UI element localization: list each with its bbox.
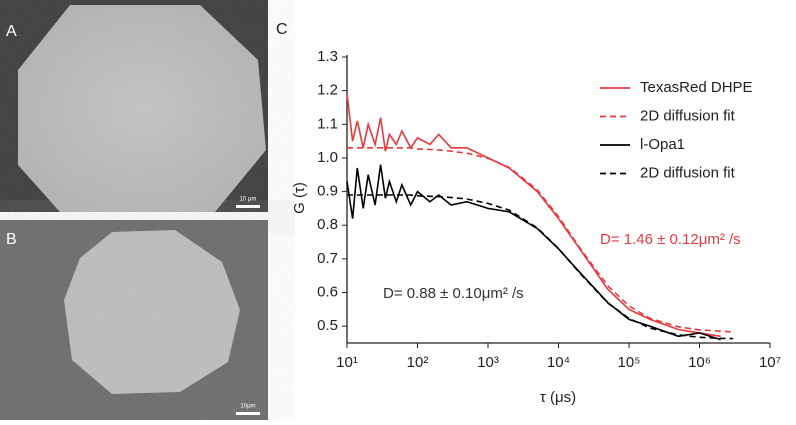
x-axis-label: τ (μs) — [540, 389, 576, 406]
y-axis-label: G (τ) — [291, 182, 308, 214]
data-line — [346, 164, 721, 341]
annotation: D= 1.46 ± 0.12μm² /s — [600, 231, 741, 248]
y-tick-label: 1.0 — [317, 149, 338, 166]
image-noise — [0, 220, 268, 420]
y-tick-label: 0.8 — [317, 216, 338, 233]
x-tick-label: 10² — [407, 354, 429, 371]
panel-a: A 10 μm — [0, 0, 268, 212]
image-noise — [0, 0, 268, 212]
data-line — [346, 93, 721, 338]
legend-label: 2D diffusion fit — [640, 164, 736, 181]
y-tick-label: 1.2 — [317, 82, 338, 99]
data-line — [347, 194, 734, 340]
data-line — [347, 147, 734, 333]
x-tick-label: 10⁴ — [547, 354, 570, 371]
panel-label: B — [6, 231, 17, 248]
y-tick-label: 0.9 — [317, 183, 338, 200]
y-tick-label: 0.7 — [317, 250, 338, 267]
scale-bar-label: 10 μm — [240, 197, 257, 203]
y-tick-label: 1.3 — [317, 48, 338, 65]
x-tick-label: 10⁵ — [618, 354, 641, 371]
legend-label: TexasRed DHPE — [640, 79, 753, 96]
x-tick-label: 10⁷ — [759, 354, 781, 371]
panel-label: C — [276, 21, 288, 38]
legend-label: 2D diffusion fit — [640, 107, 736, 124]
scale-bar — [236, 205, 260, 208]
y-tick-label: 0.6 — [317, 283, 338, 300]
x-tick-label: 10³ — [477, 354, 499, 371]
scale-bar — [236, 412, 260, 415]
annotation: D= 0.88 ± 0.10μm² /s — [383, 285, 524, 302]
legend-label: l-Opa1 — [640, 136, 685, 153]
x-tick-label: 10⁶ — [688, 354, 711, 371]
scale-bar-label: 10μm — [240, 404, 255, 410]
y-tick-label: 1.1 — [317, 115, 338, 132]
y-tick-label: 0.5 — [317, 317, 338, 334]
panel-label: A — [6, 23, 17, 40]
x-tick-label: 10¹ — [336, 354, 358, 371]
panel-b: B 10μm — [0, 220, 268, 420]
